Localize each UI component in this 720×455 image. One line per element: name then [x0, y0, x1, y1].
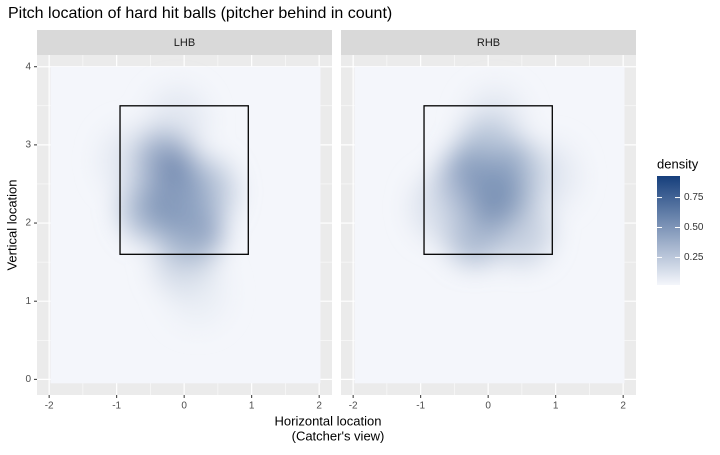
- density-blob: [464, 87, 525, 156]
- x-tick-label: 0: [485, 401, 491, 412]
- strip: [37, 30, 332, 55]
- x-tick-label: 1: [553, 401, 559, 412]
- density-blob: [100, 126, 161, 195]
- density-blob: [518, 142, 579, 211]
- x-tick-label: 2: [620, 401, 626, 412]
- strip-label: LHB: [174, 37, 195, 49]
- x-tick-label: -1: [416, 401, 425, 412]
- legend-label: 0.50: [684, 222, 704, 233]
- colorbar: [657, 176, 680, 285]
- density-blobs: [410, 87, 579, 265]
- legend-title: density: [657, 156, 699, 171]
- strip: [341, 30, 636, 55]
- y-tick-label: 0: [25, 374, 31, 385]
- x-axis-title: (Catcher's view): [292, 428, 385, 443]
- y-tick-label: 3: [25, 140, 31, 151]
- x-tick-label: -2: [45, 401, 54, 412]
- x-axis-title: Horizontal location: [275, 413, 382, 428]
- density-blobs: [100, 87, 235, 328]
- y-tick-label: 2: [25, 218, 31, 229]
- y-tick-label: 1: [25, 296, 31, 307]
- x-tick-label: 2: [316, 401, 322, 412]
- chart-title: Pitch location of hard hit balls (pitche…: [8, 5, 392, 22]
- legend-label: 0.75: [684, 192, 704, 203]
- x-tick-label: 0: [181, 401, 187, 412]
- x-tick-label: -2: [349, 401, 358, 412]
- x-tick-label: -1: [112, 401, 121, 412]
- y-tick-label: 4: [25, 61, 31, 72]
- density-layer: [354, 66, 625, 384]
- y-axis-title: Vertical location: [4, 179, 19, 270]
- x-tick-label: 1: [249, 401, 255, 412]
- strip-label: RHB: [477, 37, 500, 49]
- density-layer: [50, 66, 321, 384]
- density-blob: [167, 259, 228, 328]
- strike-zone: [423, 105, 553, 255]
- legend-label: 0.25: [684, 252, 704, 263]
- density-blob: [147, 87, 208, 156]
- strike-zone: [119, 105, 249, 255]
- density-blob: [410, 173, 471, 242]
- density-blob: [491, 196, 552, 265]
- density-blob: [174, 157, 235, 226]
